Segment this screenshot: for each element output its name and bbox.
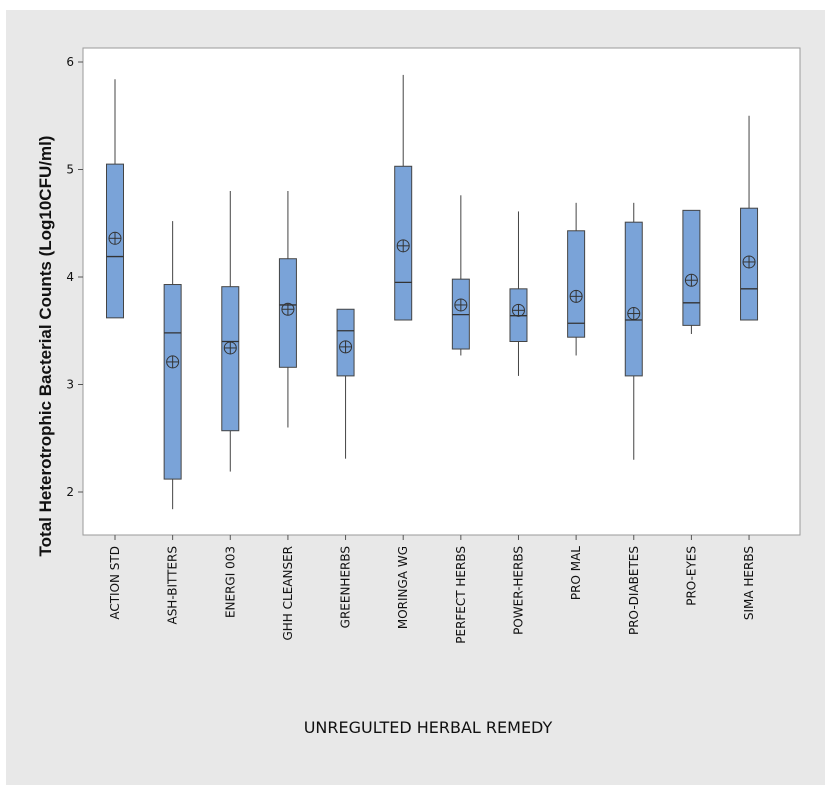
x-axis-title: UNREGULTED HERBAL REMEDY (304, 718, 553, 737)
x-tick-label: SIMA HERBS (742, 546, 756, 620)
x-tick-label: GHH CLEANSER (281, 546, 295, 641)
box-pro-diabetes (624, 202, 643, 460)
y-tick-label: 3 (66, 378, 74, 392)
box-pro-mal (567, 202, 586, 356)
x-tick-label: ENERGI 003 (223, 546, 237, 618)
y-axis-title: Total Heterotrophic Bacterial Counts (Lo… (36, 136, 55, 557)
box-ghh-cleanser (278, 191, 297, 428)
y-tick-label: 6 (66, 55, 74, 69)
x-tick-label: ACTION STD (108, 546, 122, 620)
iqr-box (221, 286, 240, 432)
y-tick-label: 2 (66, 485, 74, 499)
iqr-box (682, 209, 701, 326)
box-energi-003 (221, 191, 240, 472)
y-tick-label: 5 (66, 163, 74, 177)
x-tick-label: PRO MAL (569, 546, 583, 600)
x-tick-label: PRO-DIABETES (627, 546, 641, 635)
iqr-box (567, 230, 586, 338)
y-axis: 2 3 4 5 6 (66, 55, 83, 499)
x-tick-label: MORINGA WG (396, 546, 410, 629)
box-pro-eyes (682, 209, 701, 334)
x-tick-label: PRO-EYES (684, 546, 698, 606)
iqr-box (163, 284, 182, 480)
box-action-std (106, 79, 124, 319)
plot-area (82, 47, 801, 536)
box-ash-bitters (163, 221, 182, 510)
x-tick-label: PERFECT HERBS (454, 546, 468, 644)
x-axis: ACTION STD ASH-BITTERS ENERGI 003 GHH CLEAN… (108, 535, 756, 644)
x-tick-label: ASH-BITTERS (166, 546, 180, 625)
box-perfect-herbs (451, 195, 470, 356)
x-tick-label: POWER-HERBS (511, 546, 525, 635)
box-greenherbs (336, 308, 355, 459)
x-tick-label: GREENHERBS (339, 546, 353, 628)
box-series (106, 74, 759, 510)
box-sima-herbs (740, 115, 759, 321)
iqr-box (624, 221, 643, 377)
y-tick-label: 4 (66, 270, 74, 284)
box-power-herbs (509, 211, 528, 376)
box-moringa-wg (394, 74, 413, 321)
